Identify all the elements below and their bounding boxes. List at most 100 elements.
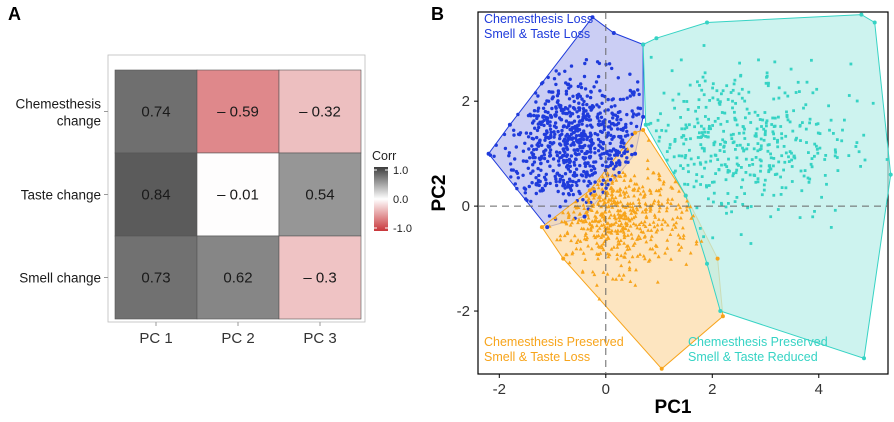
scatter-point — [597, 105, 601, 109]
scatter-point — [595, 103, 599, 107]
scatter-point — [742, 149, 745, 153]
scatter-point — [597, 226, 602, 230]
scatter-point — [674, 207, 678, 211]
scatter-point — [608, 141, 612, 146]
scatter-point — [686, 163, 690, 167]
scatter-point — [587, 200, 591, 204]
scatter-point — [735, 196, 739, 199]
scatter-point — [759, 159, 763, 163]
scatter-point — [607, 215, 612, 220]
scatter-point — [732, 82, 736, 86]
scatter-point — [621, 273, 626, 277]
scatter-point — [699, 239, 704, 243]
scatter-point — [606, 131, 610, 135]
heatmap-cell-value: – 0.01 — [217, 187, 259, 204]
scatter-point — [794, 138, 798, 142]
scatter-point — [862, 133, 866, 137]
scatter-point — [694, 179, 698, 183]
scatter-point — [525, 159, 529, 163]
scatter-point — [720, 111, 724, 114]
scatter-point — [702, 93, 706, 97]
scatter-point — [737, 92, 741, 96]
scatter-point — [605, 272, 610, 276]
hull-vertex-point — [643, 122, 648, 127]
scatter-point — [649, 234, 654, 238]
scatter-point — [638, 236, 643, 240]
scatter-point — [596, 112, 600, 116]
scatter-point — [622, 241, 626, 245]
scatter-point — [511, 168, 515, 172]
scatter-point — [800, 189, 804, 193]
scatter-point — [700, 88, 704, 92]
scatter-point — [622, 178, 627, 182]
heatmap-cell — [114, 235, 198, 320]
scatter-point — [606, 97, 610, 102]
scatter-point — [625, 247, 630, 251]
scatter-point — [617, 218, 622, 222]
scatter-point — [608, 186, 613, 191]
scatter-point — [561, 210, 565, 215]
scatter-point — [656, 202, 661, 206]
scatter-point — [740, 185, 743, 189]
scatter-point — [602, 127, 606, 132]
heatmap-row-labels: Chemesthesis change Taste change Smell chan… — [15, 97, 101, 286]
hull-vertex-point — [561, 256, 566, 261]
scatter-point — [669, 185, 673, 189]
scatter-point — [657, 188, 662, 193]
scatter-point — [540, 186, 545, 191]
scatter-point — [636, 80, 640, 84]
scatter-point — [555, 171, 560, 175]
scatter-point — [564, 89, 569, 94]
scatter-point — [665, 238, 670, 242]
scatter-point — [596, 201, 600, 205]
scatter-point — [608, 153, 612, 157]
scatter-point — [612, 167, 616, 171]
scatter-point — [588, 118, 593, 122]
scatter-point — [841, 128, 844, 132]
scatter-point — [662, 179, 666, 184]
scatter-point — [536, 109, 540, 113]
scatter-point — [611, 200, 616, 205]
scatter-point — [584, 58, 589, 62]
scatter-point — [512, 133, 516, 137]
scatter-point — [784, 151, 788, 155]
scatter-point — [615, 208, 620, 213]
scatter-point — [681, 167, 685, 170]
scatter-point — [573, 173, 577, 177]
scatter-point — [533, 91, 538, 95]
scatter-point — [545, 99, 549, 103]
scatter-point — [591, 141, 595, 146]
group-label: Chemesthesis Preserved Smell & Taste Loss — [484, 335, 624, 364]
scatter-point — [673, 179, 678, 184]
scatter-point — [545, 130, 549, 135]
scatter-point — [575, 183, 579, 188]
scatter-point — [711, 236, 715, 240]
scatter-point — [555, 237, 559, 242]
scatter-point — [602, 121, 606, 125]
scatter-point — [536, 166, 540, 171]
scatter-point — [686, 108, 690, 111]
scatter-point — [742, 131, 746, 135]
scatter-point — [630, 132, 634, 136]
scatter-point — [567, 97, 572, 101]
scatter-point — [609, 247, 614, 251]
scatter-point — [576, 84, 580, 89]
scatter-point — [684, 138, 688, 141]
scatter-point — [783, 91, 787, 95]
scatter-point — [681, 233, 686, 237]
scatter-point — [628, 279, 633, 283]
scatter-point — [535, 116, 539, 121]
scatter-point — [661, 217, 666, 222]
scatter-point — [747, 90, 751, 94]
scatter-point — [683, 182, 686, 186]
scatter-point — [762, 138, 766, 142]
scatter-point — [758, 148, 762, 151]
scatter-point — [712, 180, 716, 184]
scatter-point — [657, 139, 661, 143]
scatter-point — [558, 136, 562, 141]
scatter-points — [488, 44, 889, 301]
scatter-point — [618, 229, 623, 233]
y-axis-tick-label: 2 — [462, 93, 470, 110]
scatter-point — [617, 170, 621, 175]
scatter-point — [576, 205, 581, 209]
